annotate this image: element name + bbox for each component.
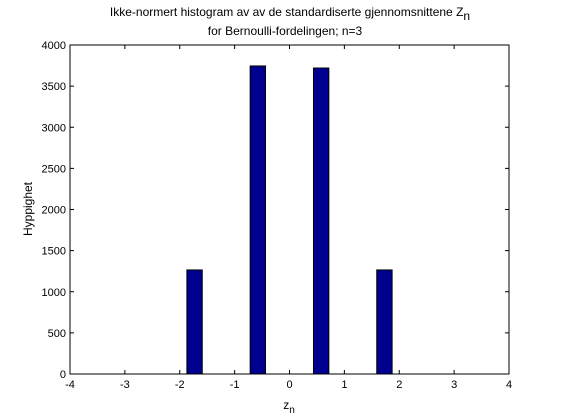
- x-tick-label: -3: [120, 379, 130, 391]
- y-tick-label: 4000: [42, 40, 66, 52]
- histogram-bar: [186, 269, 203, 375]
- chart-title-subscript: n: [463, 9, 470, 23]
- ticks-layer: -4 -3 -2 -1 0 1 2 3 4 0 500 1000 1500 2000 2500 3000 350…: [42, 40, 513, 391]
- x-tick-label: -4: [65, 379, 75, 391]
- y-axis-label: Hyppighet: [21, 181, 35, 236]
- y-tick-label: 2000: [42, 205, 66, 217]
- x-tick-label: 2: [396, 379, 402, 391]
- x-tick-label: -1: [230, 379, 240, 391]
- x-tick-label: -2: [175, 379, 185, 391]
- y-tick-label: 3000: [42, 122, 66, 134]
- axes-frame: [69, 44, 510, 375]
- x-tick-label: 1: [341, 379, 347, 391]
- x-axis-label-subscript: n: [289, 405, 295, 416]
- y-tick-label: 3500: [42, 81, 66, 93]
- x-axis-label-text: z: [283, 398, 289, 412]
- chart-title-line1: Ikke-normert histogram av av de standard…: [110, 5, 470, 23]
- histogram-bar: [376, 269, 393, 375]
- y-tick-label: 1000: [42, 287, 66, 299]
- y-tick-label: 2500: [42, 163, 66, 175]
- x-tick-label: 3: [451, 379, 457, 391]
- y-tick-label: 500: [48, 328, 66, 340]
- y-tick-label: 1500: [42, 246, 66, 258]
- x-axis-label: zn: [283, 398, 295, 416]
- y-tick-label: 0: [60, 369, 66, 381]
- histogram-bar: [312, 67, 330, 375]
- x-tick-label: 0: [286, 379, 292, 391]
- histogram-bar: [249, 65, 267, 375]
- plot-area: [70, 45, 509, 374]
- chart-title-line2: for Bernoulli-fordelingen; n=3: [208, 24, 363, 38]
- chart-title-line1-text: Ikke-normert histogram av av de standard…: [110, 5, 464, 19]
- x-tick-label: 4: [506, 379, 512, 391]
